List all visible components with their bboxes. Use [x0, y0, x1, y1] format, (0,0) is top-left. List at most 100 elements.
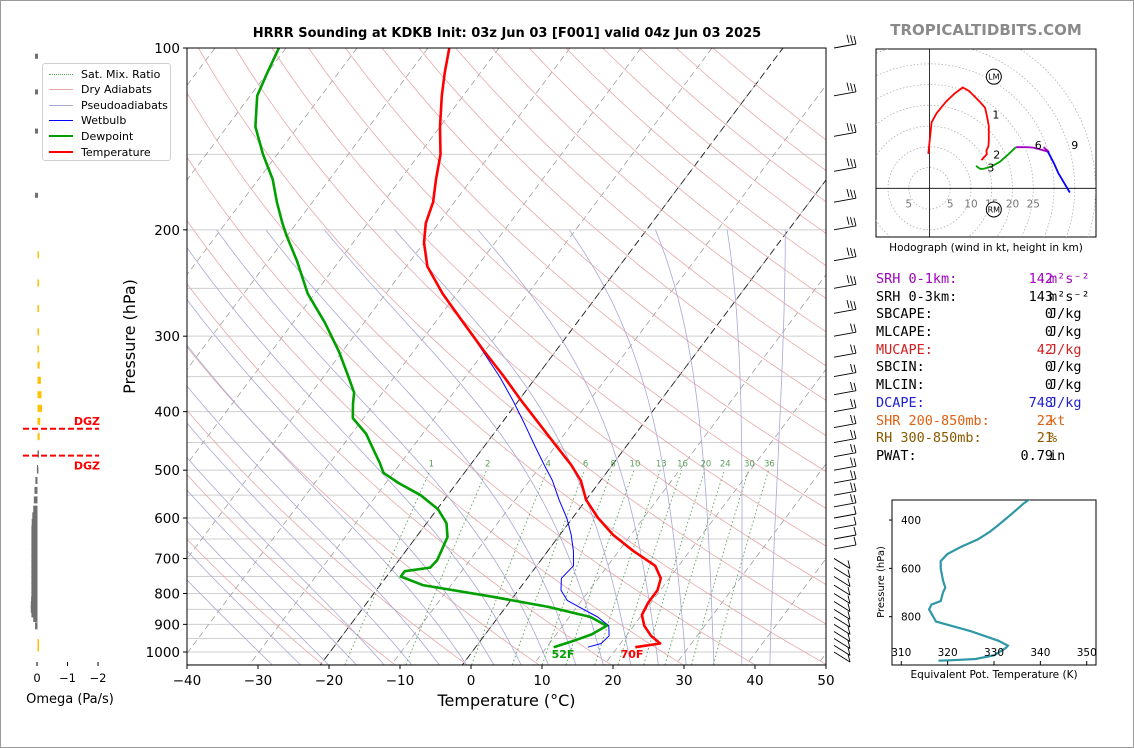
wind-barb-flag	[847, 603, 851, 612]
wind-barb-flag	[853, 415, 857, 424]
parameter-value: 143	[1028, 288, 1053, 305]
hodograph-ring-label: 5	[947, 198, 954, 210]
wind-barb-flag	[853, 276, 857, 285]
omega-bar	[35, 192, 38, 198]
legend-label: Dry Adiabats	[81, 83, 152, 97]
wind-barb	[833, 382, 857, 396]
hodograph-0-3km-line	[927, 86, 990, 161]
mixing-ratio-label: 13	[656, 460, 667, 470]
wind-barb-flag	[850, 275, 853, 284]
moist-adiabat	[187, 422, 413, 665]
wind-barb-staff	[833, 166, 857, 172]
dry-adiabat	[345, 48, 826, 473]
omega-bar	[37, 279, 39, 287]
wind-barb-staff	[833, 524, 857, 530]
parameter-row: MLCAPE: 0 J/kg	[876, 324, 1091, 342]
freezing-isotherm	[461, 179, 826, 665]
wind-barb-staff	[833, 601, 851, 612]
legend-swatch	[49, 135, 73, 138]
theta-e-x-tick-label: 310	[891, 647, 911, 659]
mixing-ratio-label: 16	[677, 460, 688, 470]
temperature-line	[422, 48, 663, 649]
wind-barb-flag	[846, 188, 850, 198]
wind-barb-flag	[846, 82, 850, 91]
wind-barb-staff	[833, 567, 851, 579]
y-tick-label: 500	[154, 463, 180, 479]
dry-adiabat	[187, 346, 540, 665]
mixing-ratio-line	[565, 470, 635, 665]
omega-bar	[31, 586, 38, 594]
parameter-unit: J/kg	[1049, 394, 1082, 411]
wind-barb-flag	[853, 364, 857, 373]
wind-barb-staff	[833, 452, 857, 458]
omega-bar	[31, 531, 38, 539]
wind-barb-staff	[833, 438, 857, 443]
moist-adiabat	[568, 229, 687, 665]
wind-barb-staff	[833, 502, 857, 508]
wind-barb	[833, 494, 857, 508]
parameter-unit: J/kg	[1049, 324, 1082, 341]
wind-barb	[833, 601, 851, 612]
wind-barb-flag	[853, 345, 857, 354]
parameter-value: 21	[1036, 430, 1053, 447]
hodograph-ring-label: 10	[964, 198, 977, 210]
omega-bar	[33, 505, 38, 513]
omega-bar	[35, 128, 38, 134]
hodograph-ring-label: 25	[1027, 198, 1040, 210]
wind-barb	[833, 414, 857, 428]
dry-adiabat	[234, 48, 826, 585]
moist-adiabat	[655, 229, 715, 665]
dry-adiabat	[187, 474, 396, 665]
isotherm-line	[248, 48, 713, 665]
y-axis-label: Pressure (hPa)	[120, 279, 139, 394]
hodograph-storm-motion-label: RM	[988, 205, 1001, 214]
moist-adiabat	[187, 520, 330, 665]
mixing-ratio-line	[344, 470, 431, 665]
parameter-unit: J/kg	[1049, 359, 1082, 376]
omega-axis-label: Omega (Pa/s)	[26, 692, 114, 707]
isotherm-line	[187, 48, 429, 370]
wind-barb-flag	[847, 611, 851, 620]
wind-barb-staff	[833, 644, 851, 656]
parameter-label: SRH 0-1km:	[876, 271, 958, 287]
theta-e-x-tick-label: 320	[938, 647, 958, 659]
omega-bar	[37, 305, 39, 313]
wind-barb-flag	[850, 300, 853, 309]
omega-bar	[31, 549, 38, 557]
dry-adiabat	[455, 48, 826, 367]
wind-barb	[833, 300, 857, 314]
hodograph-height-label: 9	[1071, 139, 1078, 152]
hodograph-height-label: 3	[987, 162, 994, 175]
parameter-unit: J/kg	[1049, 341, 1082, 358]
wind-barb-flag	[850, 494, 853, 503]
omega-bar	[35, 89, 38, 95]
theta-e-plot-area	[927, 500, 1031, 662]
wind-barb-flag	[847, 578, 851, 587]
theta-e-line	[927, 500, 1031, 662]
wind-barb-flag	[853, 458, 857, 467]
legend-entry: Temperature	[49, 145, 151, 159]
parameter-unit: m²s⁻²	[1049, 271, 1090, 287]
dewpoint-line	[254, 48, 609, 649]
theta-e-y-tick-label: 400	[901, 515, 921, 527]
parameter-row: PWAT: 0.79 in	[876, 448, 1091, 466]
omega-x-tick-label: 0	[33, 671, 40, 685]
wind-barb-staff	[833, 91, 857, 97]
isotherm-line	[187, 48, 642, 654]
wind-barb	[833, 616, 851, 628]
wind-barb-flag	[853, 444, 857, 453]
surface-dewpoint-label: 52F	[552, 648, 575, 661]
wind-barb-flag	[850, 382, 853, 391]
omega-bar	[37, 639, 39, 647]
dry-adiabat	[492, 48, 826, 333]
wind-barb-flag	[847, 587, 851, 596]
x-tick-label: −40	[173, 673, 202, 689]
parameter-value: 42	[1036, 341, 1053, 358]
wind-barb-staff	[833, 534, 857, 540]
omega-bar	[37, 391, 42, 399]
hodograph-plot-area: 551015202512369LMRM	[876, 49, 1096, 237]
wind-barb-flag	[846, 157, 850, 167]
wind-barb-staff	[833, 558, 851, 569]
legend-swatch	[49, 89, 73, 91]
wind-barb-flag	[850, 189, 853, 198]
